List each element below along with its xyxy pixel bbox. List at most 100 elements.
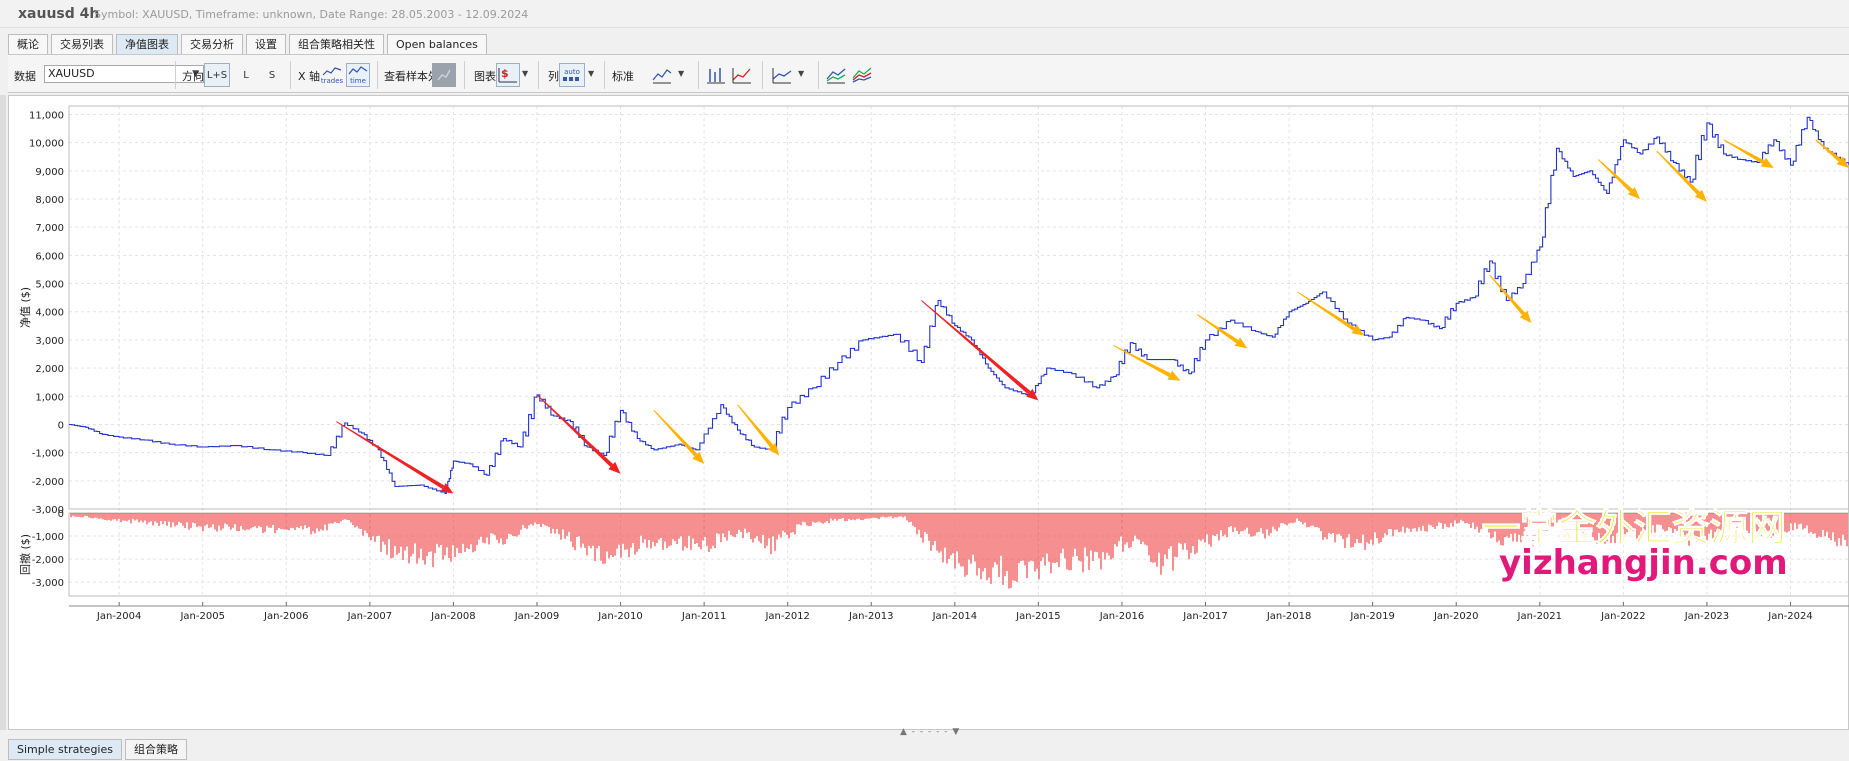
bottom-tabs: Simple strategies 组合策略 — [8, 739, 190, 761]
orange-drawdown-arrow-head — [1234, 337, 1248, 349]
multi-line-chart-button[interactable] — [850, 63, 874, 87]
tab-trade-analysis[interactable]: 交易分析 — [181, 34, 243, 54]
markers-chevron-icon[interactable]: ▼ — [678, 69, 685, 78]
equity-ytick-label: 3,000 — [35, 336, 64, 347]
equity-ytick-label: -1,000 — [32, 449, 64, 460]
orange-drawdown-arrow — [1196, 314, 1248, 349]
compare-chart-button[interactable] — [824, 63, 848, 87]
window-title: xauusd 4h — [18, 6, 100, 22]
data-select[interactable]: XAUUSD ▼ — [44, 65, 204, 83]
red-drawdown-arrow-shaft — [921, 300, 1031, 395]
direction-ls-button[interactable]: L+S — [204, 63, 230, 87]
orange-drawdown-arrow-head — [1694, 189, 1707, 202]
equity-ytick-label: 0 — [58, 420, 64, 431]
equity-red-button[interactable] — [730, 63, 754, 87]
orange-drawdown-arrow-shaft — [737, 404, 774, 448]
toolbar-divider — [175, 61, 176, 89]
toolbar-divider — [290, 61, 291, 89]
markers-label: 标准 — [612, 70, 634, 83]
xtick-label: Jan-2015 — [1015, 611, 1060, 622]
direction-short-button[interactable]: S — [268, 69, 276, 81]
bar-chart-button[interactable] — [704, 63, 728, 87]
chart-label: 图表 — [474, 70, 496, 83]
orange-drawdown-arrow-head — [1760, 157, 1774, 168]
red-drawdown-arrow-head — [440, 482, 454, 494]
xtick-label: Jan-2008 — [430, 611, 475, 622]
orange-drawdown-arrow — [1723, 139, 1774, 168]
chart-trades-icon — [322, 67, 342, 76]
direction-long-button[interactable]: L — [243, 69, 249, 81]
chart-type-chevron-icon[interactable]: ▼ — [522, 69, 529, 78]
left-splitter[interactable] — [0, 95, 6, 730]
tab-equity-chart[interactable]: 净值图表 — [116, 34, 178, 54]
equity-ytick-label: 5,000 — [35, 280, 64, 291]
red-drawdown-arrow — [536, 394, 621, 474]
direction-label: 方向 — [182, 70, 204, 83]
orange-drawdown-arrow — [1489, 274, 1532, 323]
red-drawdown-arrow-head — [1026, 388, 1039, 401]
toolbar-divider — [377, 61, 378, 89]
line-chart-button[interactable] — [770, 63, 794, 87]
drawdown-ylabel: 回撤 ($) — [18, 534, 32, 575]
chart-type-button[interactable]: $ — [496, 63, 520, 87]
chart-time-icon — [348, 66, 368, 75]
toolbar-divider — [818, 61, 819, 89]
xaxis-label: X 轴 — [298, 70, 321, 83]
xaxis-time-label: time — [350, 77, 366, 85]
drawdown-ytick-label: -3,000 — [32, 578, 64, 589]
line-chart-icon — [772, 68, 792, 84]
markers-button[interactable] — [650, 63, 674, 87]
auto-columns-bars-icon — [563, 77, 579, 81]
columns-label: 列 — [548, 70, 559, 83]
multi-line-chart-icon — [852, 67, 872, 83]
orange-drawdown-arrow-head — [1351, 324, 1365, 336]
xtick-label: Jan-2016 — [1099, 611, 1144, 622]
orange-drawdown-arrow — [1597, 159, 1641, 199]
xtick-label: Jan-2024 — [1767, 611, 1812, 622]
equity-ytick-label: 9,000 — [35, 167, 64, 178]
tab-settings[interactable]: 设置 — [246, 34, 286, 54]
orange-drawdown-arrow-shaft — [1597, 159, 1633, 193]
marker-chart-icon — [652, 69, 672, 84]
tab-portfolio-correlation[interactable]: 组合策略相关性 — [289, 34, 384, 54]
xtick-label: Jan-2012 — [764, 611, 809, 622]
orange-drawdown-arrow-head — [1519, 310, 1532, 323]
equity-ytick-label: 4,000 — [35, 308, 64, 319]
xtick-label: Jan-2017 — [1182, 611, 1227, 622]
chart-toolbar: 数据 XAUUSD ▼ 方向 L+S L S X 轴 trades time 查… — [8, 54, 1849, 93]
main-tabs: 概论 交易列表 净值图表 交易分析 设置 组合策略相关性 Open balanc… — [8, 34, 490, 54]
grayed-chart-icon — [437, 69, 451, 81]
panel-splitter-handle[interactable]: ▲ - - - - - ▼ — [900, 727, 961, 737]
orange-drawdown-arrow — [1656, 150, 1707, 202]
xaxis-trades-label: trades — [320, 77, 344, 85]
orange-drawdown-arrow — [1113, 345, 1181, 381]
equity-ytick-label: -2,000 — [32, 477, 64, 488]
tab-trade-list[interactable]: 交易列表 — [51, 34, 113, 54]
red-drawdown-arrow-shaft — [536, 394, 614, 467]
columns-auto-button[interactable]: auto — [559, 63, 585, 87]
toolbar-divider — [604, 61, 605, 89]
line-chart-chevron-icon[interactable]: ▼ — [798, 69, 805, 78]
tab-simple-strategies[interactable]: Simple strategies — [8, 739, 122, 760]
tab-overview[interactable]: 概论 — [8, 34, 48, 54]
data-label: 数据 — [14, 70, 36, 83]
xaxis-time-button[interactable]: time — [346, 63, 370, 87]
data-select-value: XAUUSD — [48, 67, 95, 80]
xtick-label: Jan-2007 — [347, 611, 392, 622]
columns-chevron-icon[interactable]: ▼ — [588, 69, 595, 78]
equity-ytick-label: 6,000 — [35, 251, 64, 262]
tab-portfolio-strategies[interactable]: 组合策略 — [124, 739, 187, 760]
xtick-label: Jan-2019 — [1349, 611, 1394, 622]
orange-drawdown-arrow-shaft — [1656, 150, 1700, 195]
red-drawdown-arrow-head — [608, 461, 621, 474]
xaxis-trades-button[interactable]: trades — [320, 63, 344, 87]
drawdown-ytick-label: -1,000 — [32, 532, 64, 543]
orange-drawdown-arrow-shaft — [1113, 345, 1171, 377]
title-bar: xauusd 4h Symbol: XAUUSD, Timeframe: unk… — [0, 0, 1849, 28]
equity-chart-svg: -3,000 -2,000 -1,000 0 1,000 2,000 3,000 4,000 5… — [18, 105, 1849, 622]
red-drawdown-arrow-shaft — [336, 421, 445, 489]
out-of-sample-toggle[interactable] — [432, 63, 456, 87]
auto-columns-icon: auto — [564, 68, 580, 76]
tab-open-balances[interactable]: Open balances — [387, 34, 487, 54]
